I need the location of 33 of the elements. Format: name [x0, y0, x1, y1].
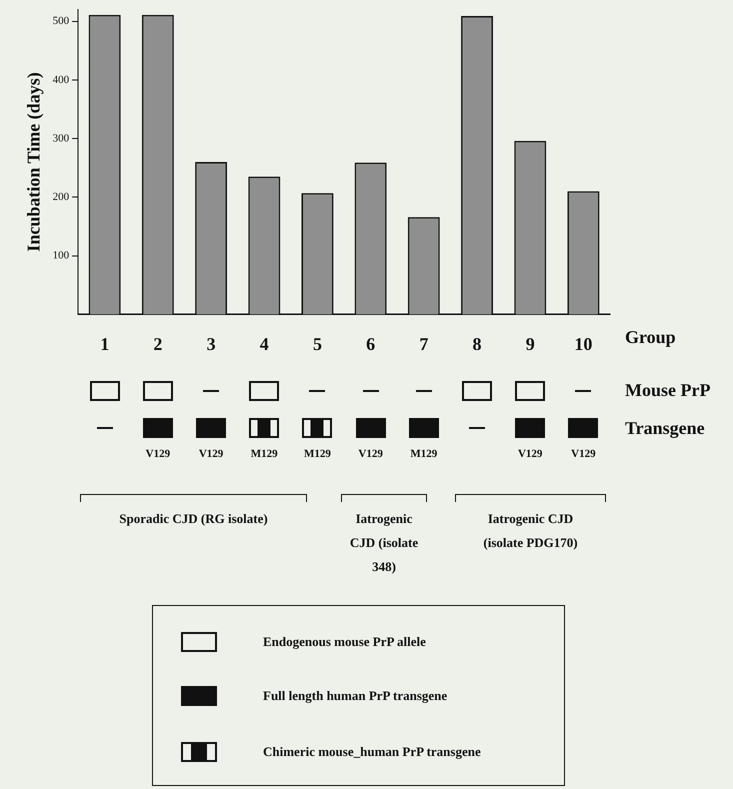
text: M129 [303, 448, 332, 460]
x-tick-label: 2 [153, 334, 162, 354]
y-tick-label: 100 [52, 250, 70, 262]
text: Iatrogenic CJD (isolate 348) [348, 510, 420, 576]
text: Iatrogenic CJD (isolate PDG170) [482, 510, 579, 552]
text: V129 [144, 448, 172, 460]
text: Transgene [625, 418, 705, 438]
x-tick-label: 9 [526, 334, 535, 354]
x-tick-label: 7 [419, 334, 428, 354]
x-axis-title: Group [625, 327, 676, 348]
text: M129 [409, 448, 438, 460]
text: Endogenous mouse PrP allele [263, 634, 426, 649]
text: V129 [516, 448, 544, 460]
text: Chimeric mouse_human PrP transgene [263, 744, 481, 759]
x-tick-label: 1 [100, 334, 110, 354]
x-tick-label: 4 [260, 334, 269, 354]
x-tick-label: 8 [472, 334, 482, 354]
y-tick-label: 500 [52, 15, 70, 28]
text: V129 [570, 448, 597, 460]
text: V129 [198, 448, 224, 460]
text: Mouse PrP [625, 380, 710, 400]
text: Sporadic CJD (RG isolate) [118, 510, 269, 528]
text: Full length human PrP transgene [263, 688, 448, 703]
text: V129 [357, 448, 384, 460]
y-axis-title: Incubation Time (days) [23, 72, 44, 252]
text: M129 [250, 448, 279, 460]
y-tick-label: 400 [52, 74, 70, 86]
x-tick-label: 10 [574, 334, 592, 354]
x-tick-label: 5 [312, 334, 322, 354]
y-tick-label: 300 [52, 132, 70, 144]
y-tick-label: 200 [52, 191, 70, 204]
x-tick-label: 3 [206, 334, 216, 354]
x-tick-label: 6 [366, 334, 376, 354]
